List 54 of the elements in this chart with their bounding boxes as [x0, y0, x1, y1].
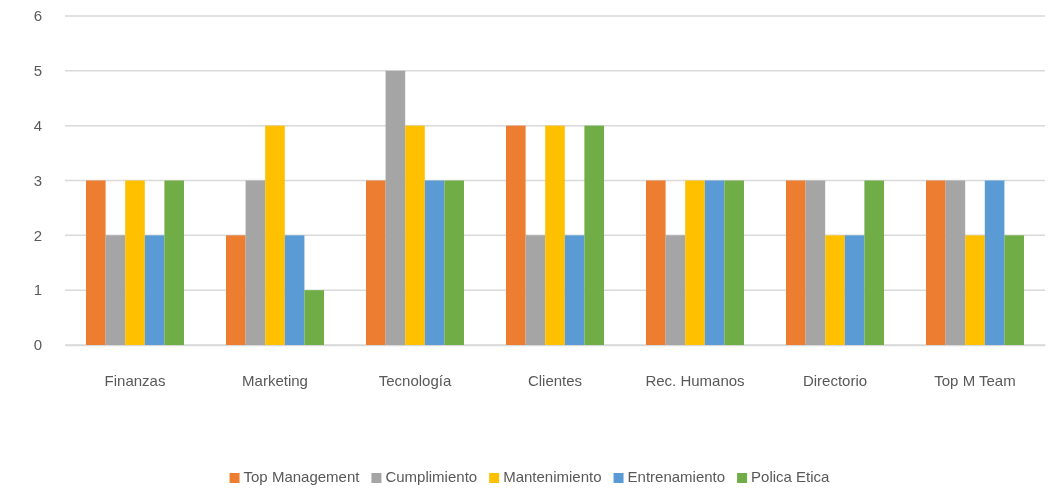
bar: [564, 235, 585, 345]
bar: [284, 235, 305, 345]
bar: [646, 180, 666, 345]
x-tick-label: Rec. Humanos: [645, 371, 745, 389]
y-tick-label: 1: [33, 281, 42, 299]
legend-label: Top Management: [243, 468, 361, 485]
bar: [545, 125, 565, 345]
bar: [1004, 235, 1024, 345]
bar: [525, 235, 546, 345]
bar: [926, 180, 946, 345]
y-tick-label: 4: [33, 116, 42, 134]
y-tick-label: 5: [33, 62, 42, 80]
bar: [366, 180, 386, 345]
bar: [805, 180, 826, 345]
legend-label: Polica Etica: [751, 468, 831, 485]
y-tick-label: 0: [33, 336, 42, 354]
bar: [584, 125, 604, 345]
bar: [405, 125, 425, 345]
bar: [786, 180, 806, 345]
x-tick-label: Directorio: [802, 371, 868, 389]
bar: [125, 180, 145, 345]
bar: [965, 235, 985, 345]
x-tick-label: Marketing: [242, 371, 308, 389]
bar: [424, 180, 445, 345]
bar: [825, 235, 845, 345]
legend-label: Mantenimiento: [503, 468, 602, 485]
bar: [864, 180, 884, 345]
bar: [385, 70, 406, 345]
bar: [506, 125, 526, 345]
y-tick-label: 6: [33, 7, 42, 25]
bar: [265, 125, 285, 345]
bar: [704, 180, 725, 345]
x-tick-label: Finanzas: [104, 371, 166, 389]
bar: [105, 235, 126, 345]
bar: [304, 290, 324, 345]
bar: [164, 180, 184, 345]
bar: [844, 235, 865, 345]
bar: [984, 180, 1005, 345]
bar: [724, 180, 744, 345]
legend-label: Cumplimiento: [385, 468, 478, 485]
bar: [245, 180, 266, 345]
y-tick-label: 2: [33, 226, 42, 244]
bar: [144, 235, 165, 345]
bar: [444, 180, 464, 345]
bar: [685, 180, 705, 345]
bar: [945, 180, 966, 345]
x-tick-label: Clientes: [527, 371, 583, 389]
legend-label: Entrenamiento: [627, 468, 726, 485]
bar: [86, 180, 106, 345]
bar: [665, 235, 686, 345]
x-tick-label: Top M Team: [934, 371, 1016, 389]
bar: [226, 235, 246, 345]
x-tick-label: Tecnología: [378, 371, 452, 389]
y-tick-label: 3: [33, 171, 42, 189]
